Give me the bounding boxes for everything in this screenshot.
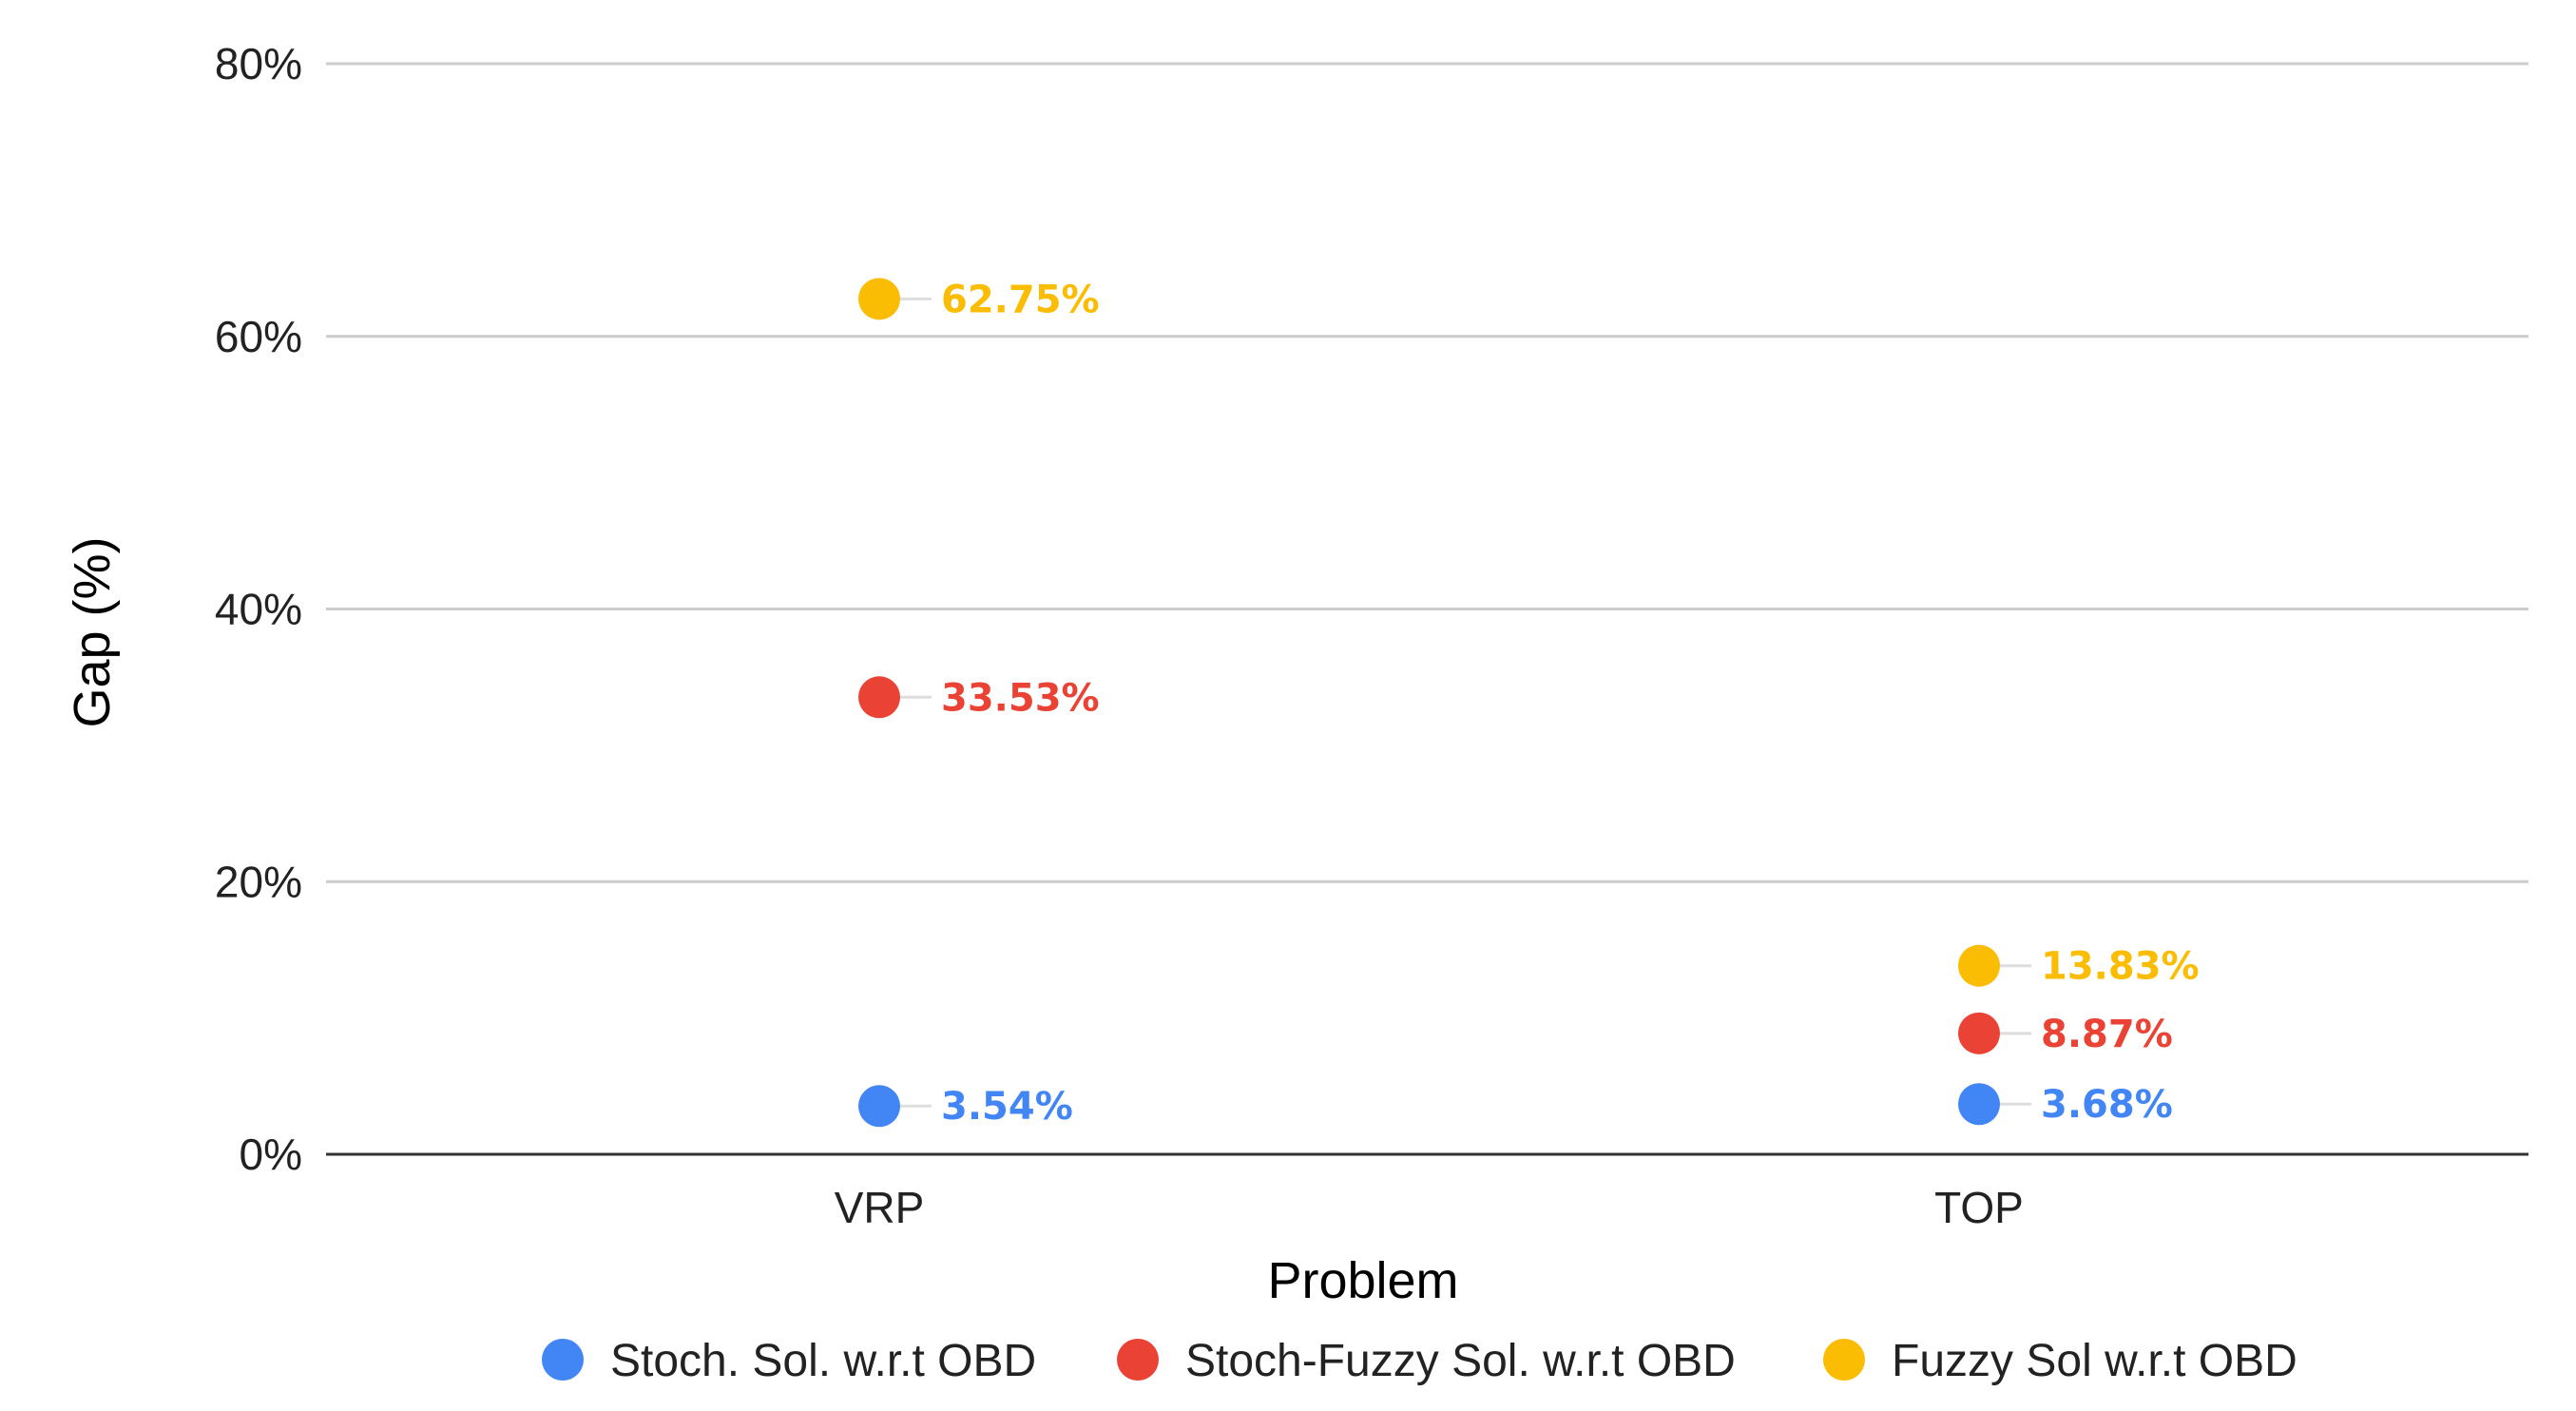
legend-marker [1823, 1339, 1865, 1381]
data-point [858, 676, 900, 719]
y-tick-label: 60% [215, 312, 302, 361]
data-point [1958, 944, 2000, 987]
data-label: 13.83% [2041, 945, 2200, 989]
y-tick-label: 40% [215, 585, 302, 634]
y-tick-labels: 0% 20% 40% 60% 80% [215, 39, 302, 1179]
data-label: 62.75% [941, 278, 1100, 321]
data-point [1958, 1012, 2000, 1054]
x-axis-title: Problem [1267, 1252, 1458, 1309]
data-point [858, 1085, 900, 1128]
data-point [858, 278, 900, 320]
legend-label: Stoch-Fuzzy Sol. w.r.t OBD [1185, 1336, 1736, 1386]
y-tick-label: 0% [240, 1130, 302, 1179]
x-tick-label: TOP [1934, 1183, 2024, 1232]
x-tick-label: VRP [835, 1183, 925, 1232]
data-label: 3.68% [2041, 1083, 2173, 1127]
legend-marker [542, 1339, 584, 1381]
y-tick-label: 20% [215, 857, 302, 906]
grid-lines [326, 62, 2528, 883]
data-label: 3.54% [941, 1085, 1073, 1129]
data-points: 3.54% 3.68% 33.53% 8.87% 62.75% 13.83% [858, 278, 2200, 1129]
y-tick-label: 80% [215, 39, 302, 88]
y-axis-title: Gap (%) [64, 536, 121, 727]
legend-label: Stoch. Sol. w.r.t OBD [610, 1336, 1036, 1386]
data-label: 33.53% [941, 676, 1100, 720]
data-point [1958, 1083, 2000, 1126]
legend-marker [1117, 1339, 1159, 1381]
legend: Stoch. Sol. w.r.t OBD Stoch-Fuzzy Sol. w.… [542, 1336, 2297, 1386]
data-label: 8.87% [2041, 1013, 2173, 1056]
x-tick-labels: VRP TOP [835, 1183, 2024, 1232]
legend-label: Fuzzy Sol w.r.t OBD [1892, 1336, 2297, 1386]
